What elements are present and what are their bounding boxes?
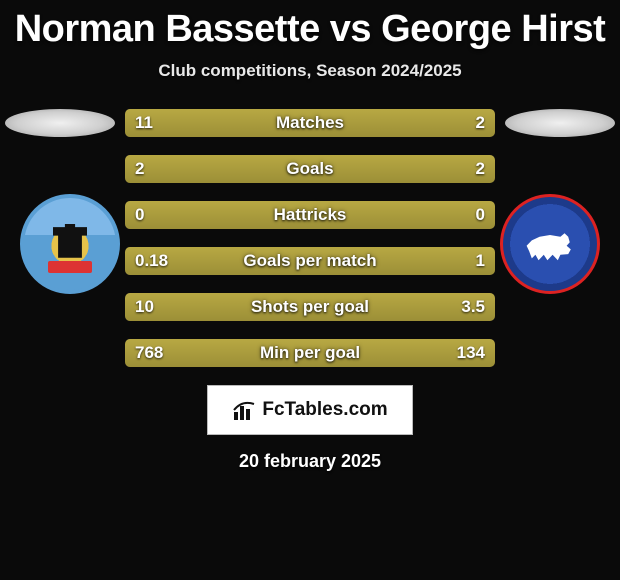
right-player-oval: [505, 109, 615, 137]
page-title: Norman Bassette vs George Hirst: [0, 0, 620, 51]
left-player-oval: [5, 109, 115, 137]
right-team-crest: [500, 194, 600, 294]
ipswich-crest-icon: [500, 194, 600, 294]
stat-label: Goals: [125, 155, 495, 183]
stat-row: 00Hattricks: [125, 201, 495, 229]
stat-row: 0.181Goals per match: [125, 247, 495, 275]
left-team-crest: [20, 194, 120, 294]
brand-logo-icon: [232, 398, 256, 422]
stat-label: Shots per goal: [125, 293, 495, 321]
comparison-area: 112Matches 22Goals 00Hattricks 0.181Goals p…: [0, 109, 620, 472]
stat-label: Matches: [125, 109, 495, 137]
stat-row: 22Goals: [125, 155, 495, 183]
stat-label: Min per goal: [125, 339, 495, 367]
coventry-crest-icon: [20, 194, 120, 294]
stat-row: 768134Min per goal: [125, 339, 495, 367]
stat-row: 112Matches: [125, 109, 495, 137]
brand-badge[interactable]: FcTables.com: [207, 385, 413, 435]
brand-text: FcTables.com: [262, 399, 387, 421]
stat-label: Goals per match: [125, 247, 495, 275]
date-label: 20 february 2025: [0, 451, 620, 472]
stat-label: Hattricks: [125, 201, 495, 229]
stats-bars: 112Matches 22Goals 00Hattricks 0.181Goals p…: [125, 109, 495, 367]
subtitle: Club competitions, Season 2024/2025: [0, 61, 620, 81]
stat-row: 103.5Shots per goal: [125, 293, 495, 321]
